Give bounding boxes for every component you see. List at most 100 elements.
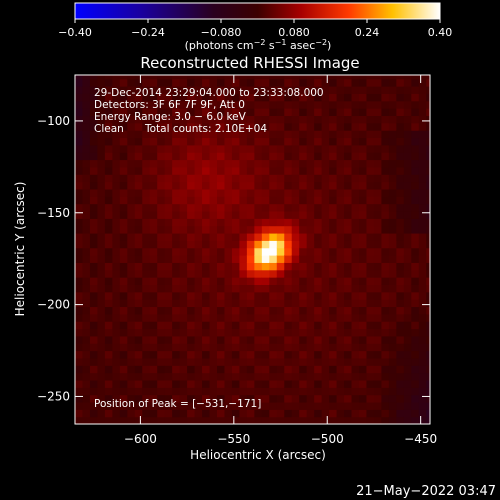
- heatmap-cell: [231, 130, 241, 139]
- heatmap-cell: [239, 240, 248, 249]
- heatmap-cell: [149, 269, 158, 278]
- heatmap-cell: [284, 78, 293, 87]
- heatmap-cell: [359, 100, 368, 109]
- heatmap-cell: [97, 247, 106, 256]
- heatmap-cell: [314, 203, 323, 212]
- heatmap-cell: [217, 299, 226, 308]
- heatmap-cell: [224, 152, 233, 161]
- heatmap-cell: [426, 174, 430, 183]
- heatmap-cell: [231, 108, 241, 117]
- heatmap-cell: [89, 247, 99, 256]
- heatmap-cell: [134, 284, 143, 293]
- heatmap-cell: [336, 210, 345, 219]
- heatmap-cell: [321, 232, 330, 241]
- heatmap-cell: [127, 387, 136, 396]
- heatmap-cell: [351, 122, 360, 131]
- heatmap-cell: [329, 409, 338, 418]
- heatmap-cell: [373, 181, 383, 190]
- heatmap-cell: [261, 225, 270, 234]
- heatmap-cell: [119, 262, 128, 271]
- heatmap-cell: [97, 218, 106, 227]
- heatmap-cell: [254, 291, 263, 300]
- heatmap-cell: [239, 379, 248, 388]
- heatmap-cell: [373, 152, 383, 161]
- heatmap-cell: [172, 313, 181, 322]
- heatmap-cell: [336, 122, 345, 131]
- heatmap-cell: [112, 372, 121, 381]
- heatmap-cell: [269, 86, 278, 94]
- heatmap-cell: [217, 306, 226, 315]
- heatmap-cell: [329, 372, 338, 381]
- heatmap-cell: [329, 181, 338, 190]
- heatmap-cell: [344, 188, 353, 197]
- heatmap-cell: [351, 137, 360, 146]
- heatmap-cell: [314, 416, 323, 424]
- heatmap-cell: [157, 299, 166, 308]
- heatmap-cell: [127, 350, 136, 359]
- heatmap-cell: [179, 328, 188, 337]
- heatmap-cell: [299, 313, 308, 322]
- heatmap-cell: [284, 357, 293, 366]
- heatmap-cell: [381, 394, 390, 403]
- heatmap-cell: [142, 365, 151, 374]
- heatmap-cell: [142, 108, 151, 117]
- heatmap-cell: [202, 284, 211, 293]
- heatmap-cell: [351, 225, 360, 234]
- heatmap-cell: [306, 335, 315, 344]
- heatmap-cell: [396, 130, 405, 139]
- heatmap-cell: [366, 122, 375, 131]
- heatmap-cell: [403, 100, 412, 109]
- heatmap-cell: [157, 203, 166, 212]
- heatmap-cell: [97, 335, 106, 344]
- heatmap-cell: [359, 93, 368, 102]
- heatmap-cell: [164, 108, 173, 117]
- heatmap-cell: [366, 401, 375, 410]
- heatmap-cell: [344, 372, 353, 381]
- heatmap-cell: [172, 232, 181, 241]
- heatmap-cell: [202, 321, 211, 330]
- heatmap-cell: [418, 159, 427, 168]
- heatmap-cell: [157, 357, 166, 366]
- heatmap-cell: [291, 379, 300, 388]
- heatmap-cell: [157, 152, 166, 161]
- heatmap-cell: [172, 291, 181, 300]
- heatmap-cell: [224, 328, 233, 337]
- heatmap-cell: [314, 108, 323, 117]
- heatmap-cell: [418, 365, 427, 374]
- heatmap-cell: [373, 108, 383, 117]
- heatmap-cell: [217, 203, 226, 212]
- heatmap-cell: [231, 372, 241, 381]
- heatmap-cell: [172, 130, 181, 139]
- heatmap-cell: [261, 394, 270, 403]
- heatmap-cell: [359, 196, 368, 205]
- heatmap-cell: [336, 225, 345, 234]
- heatmap-cell: [351, 409, 360, 418]
- heatmap-cell: [359, 108, 368, 117]
- heatmap-cell: [276, 255, 285, 263]
- heatmap-cell: [314, 144, 323, 153]
- heatmap-cell: [381, 335, 390, 344]
- heatmap-cell: [284, 255, 293, 263]
- heatmap-cell: [75, 174, 84, 183]
- heatmap-cell: [172, 277, 181, 285]
- heatmap-cell: [269, 210, 278, 219]
- heatmap-cell: [149, 78, 158, 87]
- heatmap-cell: [403, 93, 412, 102]
- heatmap-cell: [231, 174, 241, 183]
- heatmap-cell: [149, 100, 158, 109]
- heatmap-cell: [97, 108, 106, 117]
- heatmap-cell: [299, 387, 308, 396]
- heatmap-cell: [142, 137, 151, 146]
- heatmap-cell: [314, 313, 323, 322]
- heatmap-cell: [284, 196, 293, 205]
- heatmap-cell: [396, 313, 405, 322]
- heatmap-cell: [89, 269, 99, 278]
- heatmap-cell: [104, 108, 113, 117]
- heatmap-cell: [418, 387, 427, 396]
- heatmap-cell: [82, 365, 91, 374]
- heatmap-cell: [246, 203, 255, 212]
- heatmap-cell: [194, 401, 203, 410]
- heatmap-cell: [194, 284, 203, 293]
- heatmap-cell: [209, 416, 218, 424]
- heatmap-cell: [112, 328, 121, 337]
